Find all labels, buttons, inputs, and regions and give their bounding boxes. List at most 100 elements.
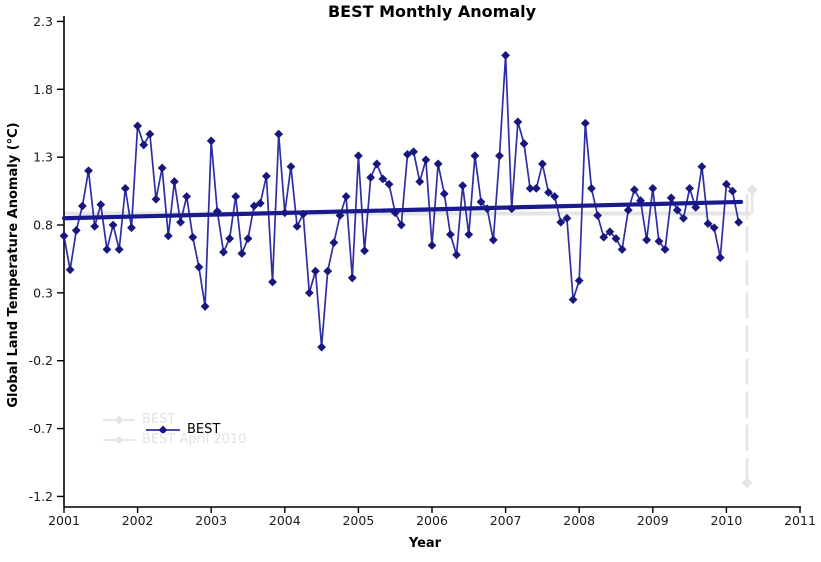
data-point-marker <box>482 204 492 214</box>
data-point-marker <box>311 266 320 276</box>
x-tick-label: 2008 <box>563 513 595 528</box>
data-point-marker <box>286 162 296 172</box>
y-tick-label: -1.2 <box>29 489 53 504</box>
data-point-marker <box>421 155 431 165</box>
data-point-marker <box>452 250 461 260</box>
data-point-marker <box>90 221 100 231</box>
data-point-marker <box>219 247 228 257</box>
x-tick-label: 2001 <box>48 513 80 528</box>
data-point-marker <box>599 232 609 242</box>
data-point-marker <box>617 245 627 254</box>
data-point-marker <box>556 217 566 227</box>
data-point-marker <box>470 151 480 161</box>
data-point-marker <box>243 234 253 243</box>
data-point-marker <box>120 183 130 193</box>
data-point-marker <box>409 147 418 157</box>
ghost-last-point-marker <box>746 184 758 196</box>
series-legend-marker-icon <box>146 425 180 434</box>
data-point-marker <box>108 220 118 230</box>
legend: BEST BEST BEST April 2010 <box>100 410 320 456</box>
data-point-marker <box>255 198 265 208</box>
x-tick-label: 2007 <box>490 513 522 528</box>
ghost-legend-label: BEST <box>142 412 176 427</box>
ghost-bottom-marker <box>741 477 753 489</box>
y-tick-label: 0.3 <box>33 285 53 300</box>
data-point-marker <box>605 227 615 237</box>
data-point-marker <box>427 240 437 250</box>
data-point-marker <box>225 234 234 243</box>
data-point-marker <box>317 342 326 352</box>
data-point-marker <box>194 262 204 272</box>
data-point-marker <box>249 201 259 211</box>
data-point-marker <box>501 50 510 60</box>
data-point-marker <box>538 159 547 169</box>
data-point-marker <box>176 217 185 227</box>
data-point-marker <box>231 192 241 201</box>
data-point-marker <box>145 129 155 139</box>
data-point-marker <box>495 151 504 161</box>
data-point-marker <box>114 245 124 254</box>
data-point-marker <box>78 201 87 211</box>
data-point-marker <box>415 177 425 186</box>
data-point-marker <box>378 174 388 184</box>
data-point-marker <box>96 200 106 210</box>
y-tick-label: 1.8 <box>33 82 53 97</box>
data-point-marker <box>65 265 75 275</box>
ghost-legend-marker-icon <box>103 435 135 444</box>
data-point-marker <box>734 217 744 227</box>
data-point-marker <box>679 213 688 223</box>
x-tick-label: 2005 <box>342 513 374 528</box>
data-point-marker <box>206 136 216 146</box>
data-point-marker <box>464 230 474 239</box>
legend-row-ghost-best: BEST <box>103 412 175 427</box>
data-point-marker <box>458 181 468 191</box>
series-legend-label: BEST <box>187 422 221 437</box>
data-point-marker <box>550 192 560 201</box>
data-point-marker <box>304 288 314 298</box>
y-tick-label: -0.2 <box>29 353 53 368</box>
data-point-marker <box>360 246 369 256</box>
data-point-marker <box>648 183 658 193</box>
y-tick-label: 2.3 <box>33 14 53 29</box>
data-point-marker <box>562 213 572 223</box>
data-point-marker <box>298 209 308 219</box>
trend-line <box>61 199 744 221</box>
data-point-marker <box>513 117 523 127</box>
x-tick-label: 2006 <box>416 513 448 528</box>
ghost-legend-diamond-icon <box>114 435 124 444</box>
data-point-marker <box>446 230 455 239</box>
y-tick-label: 1.3 <box>33 150 53 165</box>
data-point-marker <box>531 183 541 193</box>
data-point-marker <box>170 177 179 186</box>
data-point-marker <box>580 118 590 128</box>
y-axis-title: Global Land Temperature Anomaly (°C) <box>6 122 21 408</box>
y-tick-label: -0.7 <box>29 421 53 436</box>
data-point-marker <box>691 202 701 212</box>
data-point-marker <box>354 151 363 161</box>
data-point-marker <box>329 238 339 248</box>
data-point-marker <box>439 189 449 199</box>
data-point-marker <box>84 166 93 176</box>
data-point-marker <box>347 273 357 283</box>
data-point-marker <box>323 266 333 276</box>
data-point-marker <box>660 245 670 254</box>
data-point-marker <box>396 220 406 230</box>
data-point-marker <box>630 185 639 195</box>
x-tick-label: 2004 <box>269 513 301 528</box>
data-point-marker <box>623 205 633 215</box>
x-tick-label: 2002 <box>122 513 154 528</box>
data-point-marker <box>722 179 731 189</box>
legend-row-ghost-best-april-2010: BEST April 2010 <box>103 432 246 447</box>
data-point-marker <box>728 186 737 196</box>
data-point-marker <box>372 159 382 169</box>
ghost-legend-diamond-icon <box>114 415 124 424</box>
data-point-marker <box>157 163 167 173</box>
data-point-marker <box>182 192 192 201</box>
data-point-marker <box>403 150 412 159</box>
data-point-marker <box>519 139 529 148</box>
data-point-marker <box>642 235 652 245</box>
legend-row-best: BEST <box>146 422 220 437</box>
data-point-marker <box>525 183 535 193</box>
data-point-marker <box>59 231 69 241</box>
